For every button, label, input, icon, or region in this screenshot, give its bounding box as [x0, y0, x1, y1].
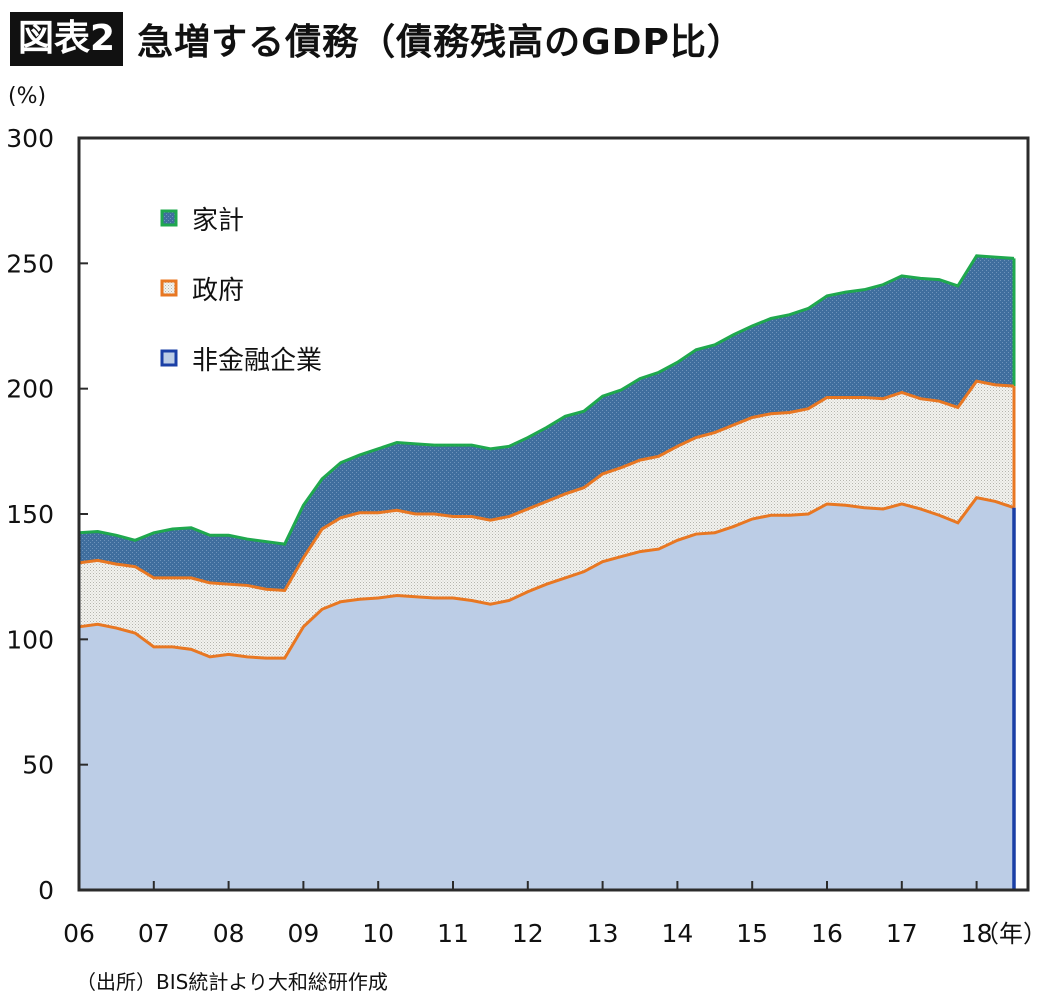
x-tick-label: 09 — [287, 919, 319, 948]
series-lines — [78, 254, 1016, 890]
x-tick-label: 17 — [886, 919, 918, 948]
x-tick-label: 12 — [512, 919, 544, 948]
series-areas — [79, 255, 1014, 890]
stacked-area-chart: 0 50 100 150 200 250 300 06 07 08 09 10 11 12 13 14 15 1… — [6, 124, 1047, 948]
x-tick-label: 15 — [736, 919, 768, 948]
legend-label-government: 政府 — [192, 276, 244, 306]
chart-header: 図表2 急増する債務（債務残高のGDP比） — [10, 10, 744, 68]
area-household — [79, 255, 1014, 591]
line-household-top — [78, 254, 1015, 546]
figure-number-badge: 図表2 — [10, 12, 124, 66]
legend-swatch-government — [160, 279, 178, 297]
x-tick-label: 13 — [587, 919, 619, 948]
y-tick-label: 100 — [6, 625, 54, 654]
line-corporate-top — [78, 496, 1015, 660]
y-tick-label: 250 — [6, 249, 54, 278]
x-tick-label: 14 — [661, 919, 693, 948]
area-government — [79, 381, 1014, 659]
x-tick-label: 16 — [811, 919, 843, 948]
legend-label-nonfinancial-corporate: 非金融企業 — [192, 346, 322, 376]
chart-title: 急増する債務（債務残高のGDP比） — [137, 22, 744, 63]
legend-swatch-household — [160, 209, 178, 227]
x-tick-label: 18 — [961, 919, 993, 948]
y-tick-label: 150 — [6, 500, 54, 529]
legend-swatch-nonfinancial-corporate — [160, 349, 178, 367]
legend-label-household: 家計 — [192, 206, 244, 236]
y-axis: 0 50 100 150 200 250 300 — [6, 124, 88, 905]
x-tick-label: 08 — [213, 919, 245, 948]
x-tick-label: 06 — [63, 919, 95, 948]
y-tick-label: 0 — [38, 876, 54, 905]
source-note: （出所）BIS統計より大和総研作成 — [76, 970, 388, 994]
x-axis-unit-label: （年） — [975, 920, 1047, 948]
y-tick-label: 300 — [6, 124, 54, 153]
x-tick-label: 10 — [362, 919, 394, 948]
area-nonfinancial-corporate — [79, 497, 1014, 890]
y-tick-label: 200 — [6, 375, 54, 404]
x-axis: 06 07 08 09 10 11 12 13 14 15 16 17 18（年） — [63, 881, 1047, 948]
x-tick-label: 11 — [437, 919, 469, 948]
y-axis-unit-label: (%) — [8, 84, 47, 109]
x-tick-label: 07 — [138, 919, 170, 948]
line-government-top — [78, 379, 1015, 593]
y-tick-label: 50 — [22, 751, 54, 780]
